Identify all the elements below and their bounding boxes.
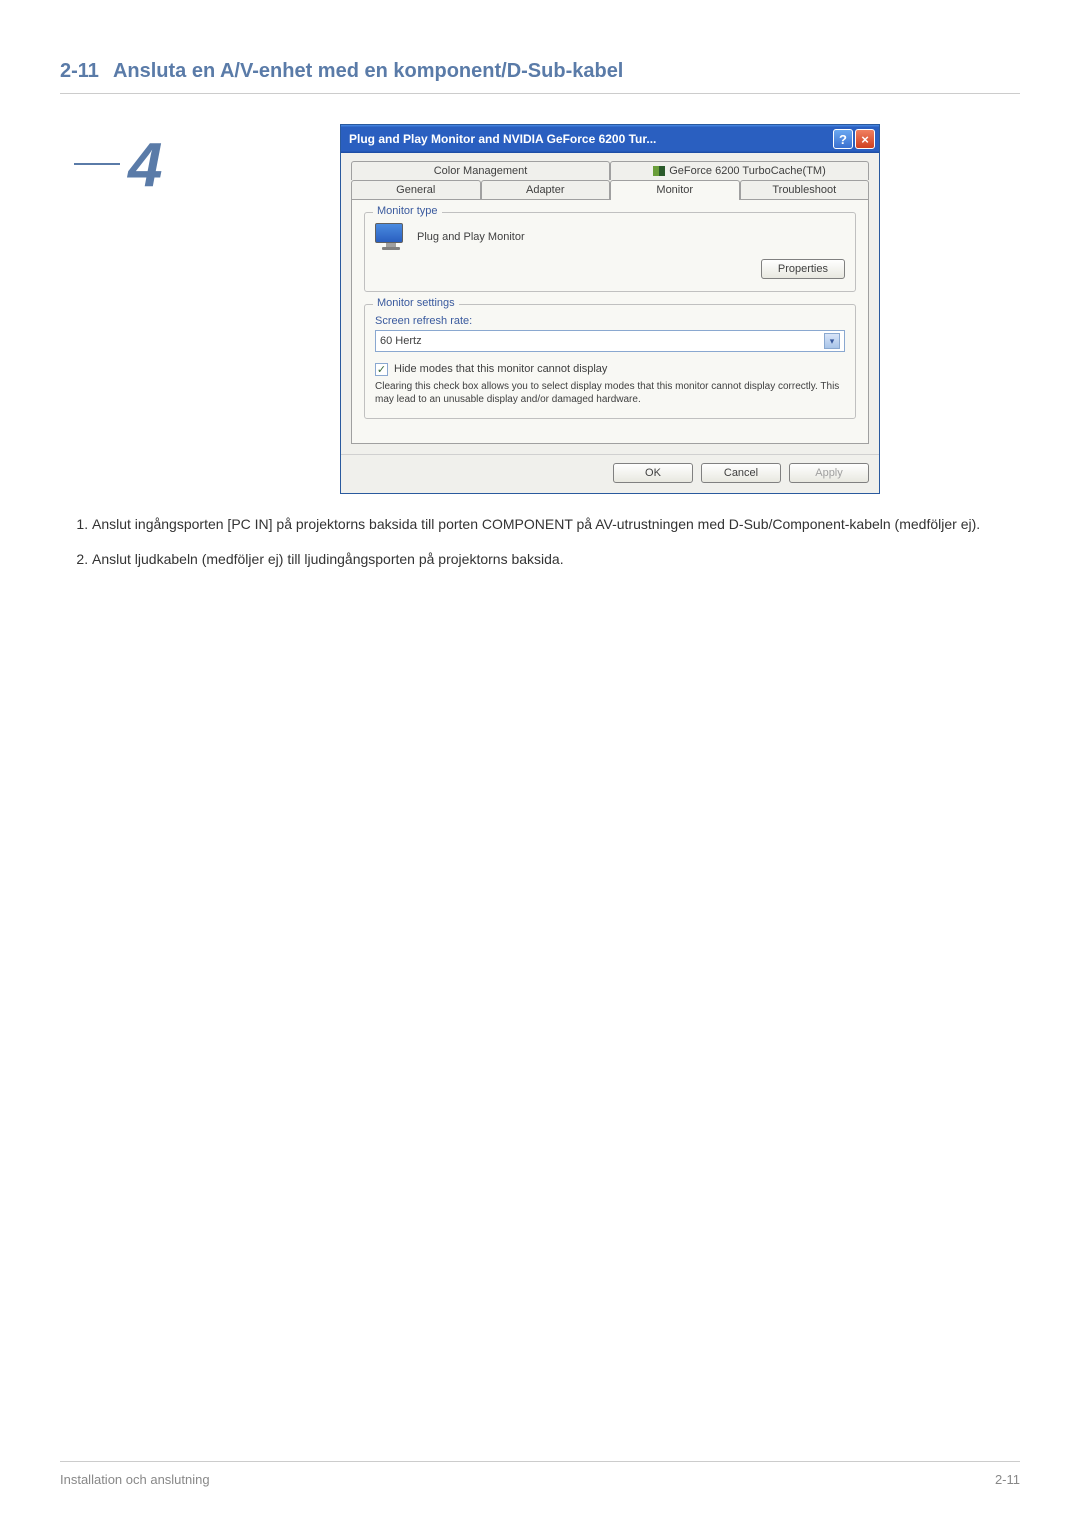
monitor-name: Plug and Play Monitor bbox=[417, 231, 525, 243]
tab-troubleshoot[interactable]: Troubleshoot bbox=[740, 180, 870, 199]
nvidia-icon bbox=[653, 166, 665, 176]
tab-label: GeForce 6200 TurboCache(TM) bbox=[669, 165, 826, 177]
instruction-item-1: Anslut ingångsporten [PC IN] på projekto… bbox=[92, 514, 1010, 535]
footer-left: Installation och anslutning bbox=[60, 1472, 210, 1487]
hide-modes-label: Hide modes that this monitor cannot disp… bbox=[394, 362, 607, 376]
monitor-settings-legend: Monitor settings bbox=[373, 297, 459, 309]
tab-general[interactable]: General bbox=[351, 180, 481, 199]
tab-row-1: Color Management GeForce 6200 TurboCache… bbox=[351, 161, 869, 180]
footer-right: 2-11 bbox=[995, 1472, 1020, 1487]
page-footer: Installation och anslutning 2-11 bbox=[60, 1461, 1020, 1487]
instruction-text-1: Anslut ingångsporten [PC IN] på projekto… bbox=[92, 516, 980, 532]
monitor-type-legend: Monitor type bbox=[373, 205, 442, 217]
xp-dialog: Plug and Play Monitor and NVIDIA GeForce… bbox=[340, 124, 880, 494]
tab-label: Troubleshoot bbox=[772, 184, 836, 196]
refresh-rate-label: Screen refresh rate: bbox=[375, 315, 845, 327]
tab-label: Monitor bbox=[656, 184, 693, 196]
tab-label: Color Management bbox=[434, 165, 528, 177]
apply-button[interactable]: Apply bbox=[789, 463, 869, 483]
instructions-list: Anslut ingångsporten [PC IN] på projekto… bbox=[60, 514, 1020, 570]
tab-content: Monitor type Plug and Play Monitor Prope… bbox=[351, 199, 869, 444]
properties-button[interactable]: Properties bbox=[761, 259, 845, 279]
tab-row-2: General Adapter Monitor Troubleshoot bbox=[351, 180, 869, 199]
instruction-item-2: Anslut ljudkabeln (medföljer ej) till lj… bbox=[92, 549, 1010, 570]
instruction-text-2: Anslut ljudkabeln (medföljer ej) till lj… bbox=[92, 551, 564, 567]
ok-button[interactable]: OK bbox=[613, 463, 693, 483]
hide-modes-row: ✓ Hide modes that this monitor cannot di… bbox=[375, 362, 845, 376]
monitor-type-fieldset: Monitor type Plug and Play Monitor Prope… bbox=[364, 212, 856, 292]
refresh-rate-select[interactable]: 60 Hertz ▾ bbox=[375, 330, 845, 352]
chevron-down-icon: ▾ bbox=[824, 333, 840, 349]
tab-adapter[interactable]: Adapter bbox=[481, 180, 611, 199]
step-number-text: 4 bbox=[126, 131, 162, 200]
dialog-title: Plug and Play Monitor and NVIDIA GeForce… bbox=[349, 132, 833, 146]
step-number-graphic: 4 bbox=[70, 124, 180, 204]
dialog-titlebar: Plug and Play Monitor and NVIDIA GeForce… bbox=[341, 125, 879, 153]
close-button[interactable]: × bbox=[855, 129, 875, 149]
help-button[interactable]: ? bbox=[833, 129, 853, 149]
section-title: Ansluta en A/V-enhet med en komponent/D-… bbox=[113, 60, 623, 83]
cancel-button[interactable]: Cancel bbox=[701, 463, 781, 483]
tab-label: Adapter bbox=[526, 184, 565, 196]
monitor-settings-fieldset: Monitor settings Screen refresh rate: 60… bbox=[364, 304, 856, 419]
titlebar-buttons: ? × bbox=[833, 129, 875, 149]
section-number: 2-11 bbox=[60, 60, 99, 83]
hide-modes-checkbox[interactable]: ✓ bbox=[375, 363, 388, 376]
dialog-button-row: OK Cancel Apply bbox=[341, 454, 879, 493]
tab-monitor[interactable]: Monitor bbox=[610, 180, 740, 200]
monitor-row: Plug and Play Monitor bbox=[375, 223, 845, 251]
section-header: 2-11 Ansluta en A/V-enhet med en kompone… bbox=[60, 60, 1020, 94]
refresh-rate-value: 60 Hertz bbox=[380, 335, 422, 347]
tab-label: General bbox=[396, 184, 435, 196]
properties-row: Properties bbox=[375, 259, 845, 279]
dialog-container: Plug and Play Monitor and NVIDIA GeForce… bbox=[200, 124, 1020, 494]
tab-geforce[interactable]: GeForce 6200 TurboCache(TM) bbox=[610, 161, 869, 180]
tab-color-management[interactable]: Color Management bbox=[351, 161, 610, 180]
help-text: Clearing this check box allows you to se… bbox=[375, 380, 845, 406]
step-number-container: 4 bbox=[60, 124, 200, 204]
tabs-area: Color Management GeForce 6200 TurboCache… bbox=[341, 153, 879, 454]
monitor-icon bbox=[375, 223, 407, 251]
step-row: 4 Plug and Play Monitor and NVIDIA GeFor… bbox=[60, 124, 1020, 494]
